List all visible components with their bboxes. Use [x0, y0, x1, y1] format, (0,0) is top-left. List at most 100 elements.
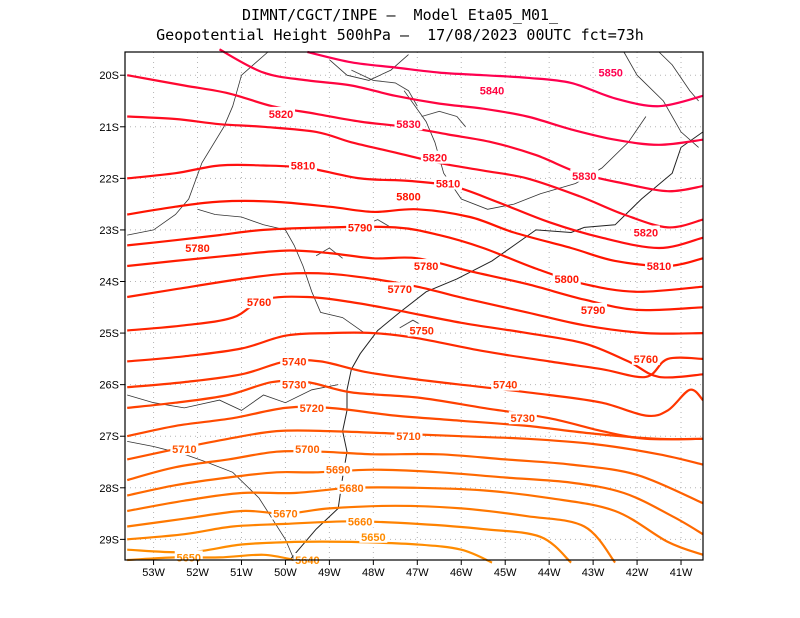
contour-line-5750	[127, 331, 704, 379]
contour-label-bg	[645, 259, 674, 273]
contour-line-5740	[127, 358, 704, 418]
contour-label: 5800	[396, 191, 420, 203]
contour-label-bg	[324, 462, 353, 476]
contour-line-5700	[126, 449, 704, 505]
contour-label-bg	[183, 240, 212, 254]
contour-line-5840	[218, 48, 704, 146]
contour-label: 5810	[291, 160, 315, 172]
contour-label: 5660	[348, 516, 372, 528]
contour-label: 5790	[348, 222, 372, 234]
contour-label: 5740	[282, 356, 306, 368]
contour-label: 5820	[634, 228, 658, 240]
contour-label-bg	[412, 259, 441, 273]
y-tick-label: 29S	[99, 534, 119, 546]
longitude-axis: 53W 52W 51W 50W 49W 48W 47W 46W 45W 44W 43W 42W 41W	[142, 560, 693, 579]
state-boundary	[127, 441, 295, 561]
reservoir-outline	[421, 110, 466, 128]
x-tick-label: 53W	[142, 567, 165, 579]
contour-line-5810	[127, 163, 704, 250]
contour-label: 5820	[423, 153, 447, 165]
x-tick-label: 49W	[318, 567, 341, 579]
contour-line-5850	[307, 50, 704, 108]
contour-label: 5680	[339, 483, 363, 495]
x-tick-label: 46W	[450, 567, 473, 579]
contour-label-bg	[552, 271, 581, 285]
contour-line-5680	[127, 486, 704, 556]
contour-label-bg	[170, 442, 199, 456]
contour-label: 5710	[396, 431, 420, 443]
x-tick-label: 51W	[230, 567, 253, 579]
contour-label-bg	[346, 220, 375, 234]
contour-line-5800	[127, 199, 704, 268]
contour-label-bg	[491, 377, 520, 391]
contour-label-bg	[359, 529, 388, 543]
contour-label-bg	[394, 189, 423, 203]
contour-label: 5730	[282, 380, 306, 392]
state-boundary	[658, 51, 699, 102]
x-tick-label: 52W	[186, 567, 209, 579]
contour-label-bg	[394, 117, 423, 131]
contour-label: 5830	[396, 119, 420, 131]
state-boundary	[623, 51, 699, 148]
contour-label-bg	[570, 168, 599, 182]
state-boundary	[403, 90, 647, 210]
contour-label: 5750	[409, 325, 433, 337]
contour-label: 5650	[361, 532, 385, 544]
y-tick-label: 20S	[99, 70, 119, 82]
state-boundary	[329, 54, 409, 81]
contour-labels: 5850 5840 5830 5830 5820 5820 5820 5810 5810 5810…	[170, 65, 674, 567]
y-tick-label: 22S	[99, 173, 119, 185]
contour-label: 5740	[493, 380, 517, 392]
contour-label: 5780	[185, 243, 209, 255]
y-tick-label: 21S	[99, 122, 119, 134]
contour-label-bg	[337, 480, 366, 494]
contour-line-5780	[127, 249, 704, 312]
contour-label: 5710	[172, 444, 196, 456]
contour-line-5640	[127, 553, 295, 562]
contour-label-bg	[508, 411, 537, 425]
contour-label-bg	[596, 65, 625, 79]
x-tick-label: 43W	[582, 567, 605, 579]
contour-label: 5770	[387, 284, 411, 296]
x-tick-label: 41W	[670, 567, 693, 579]
contour-line-5830	[127, 74, 704, 193]
state-boundaries	[127, 51, 704, 561]
contour-label: 5650	[176, 552, 200, 564]
y-tick-label: 27S	[99, 431, 119, 443]
contour-label-bg	[394, 429, 423, 443]
x-tick-label: 50W	[274, 567, 297, 579]
contour-label: 5790	[581, 305, 605, 317]
contour-label: 5850	[598, 68, 622, 80]
contour-label: 5800	[554, 274, 578, 286]
contour-label: 5840	[480, 86, 504, 98]
contour-label-bg	[385, 282, 414, 296]
contour-line-5670	[127, 504, 616, 564]
contour-label-bg	[346, 514, 375, 528]
contour-line-5730	[127, 379, 704, 441]
contour-label-bg	[293, 442, 322, 456]
contour-label: 5720	[300, 403, 324, 415]
x-tick-label: 42W	[626, 567, 649, 579]
contour-label: 5810	[647, 261, 671, 273]
x-tick-label: 44W	[538, 567, 561, 579]
state-boundary	[197, 208, 365, 334]
contour-label-bg	[297, 400, 326, 414]
contour-line-5760	[127, 295, 704, 379]
contour-label-bg	[579, 302, 608, 316]
y-tick-label: 25S	[99, 328, 119, 340]
contour-label: 5830	[572, 171, 596, 183]
contour-label-bg	[280, 377, 309, 391]
latitude-axis: 20S 21S 22S 23S 24S 25S 26S 27S 28S 29S	[99, 70, 125, 546]
contour-line-5690	[126, 468, 704, 536]
contour-line-5820	[127, 115, 704, 229]
contour-label-bg	[245, 295, 274, 309]
contour-label-bg	[434, 176, 463, 190]
contour-label-bg	[478, 83, 507, 97]
contour-line-5770	[127, 272, 704, 335]
coastline	[289, 131, 704, 561]
reservoir-outline	[351, 69, 418, 107]
contour-label: 5780	[414, 261, 438, 273]
contour-label-bg	[267, 106, 296, 120]
x-tick-label: 45W	[494, 567, 517, 579]
